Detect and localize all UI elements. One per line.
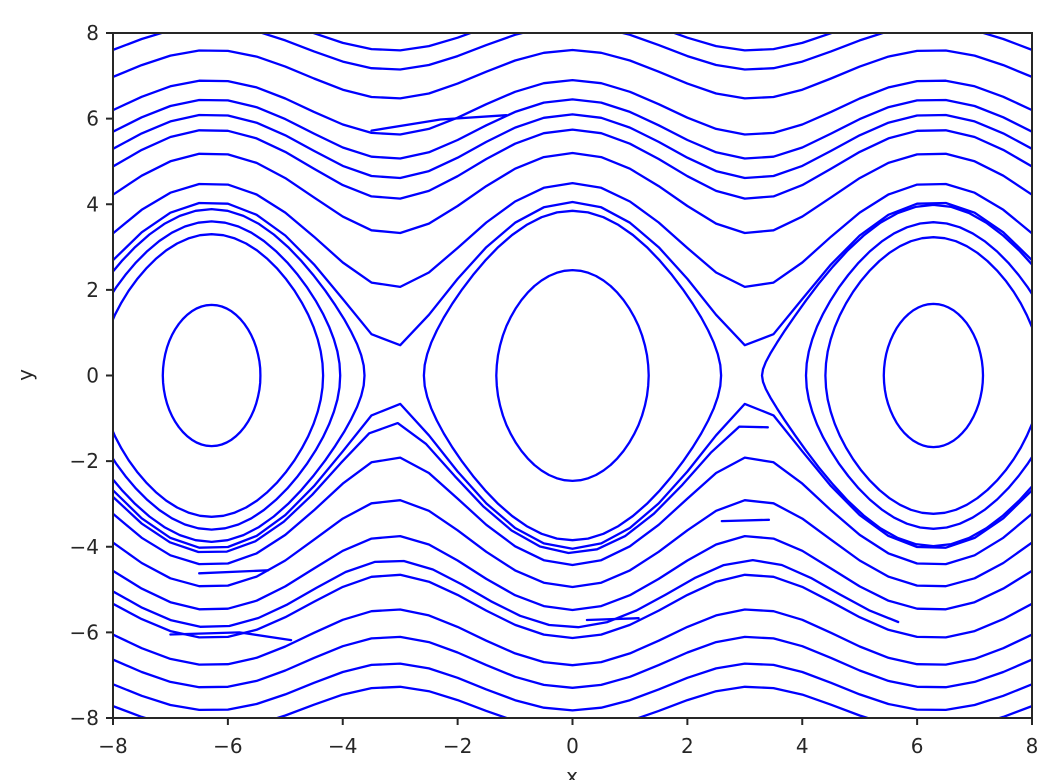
- contour-line: [113, 151, 1032, 235]
- contour-line: [113, 207, 366, 544]
- contour-line: [161, 303, 262, 448]
- contour-line: [113, 98, 1032, 160]
- contour-line: [495, 268, 650, 483]
- contour-line: [422, 209, 723, 542]
- contour-line: [113, 662, 1032, 712]
- contour-line: [113, 48, 1032, 100]
- contour-line: [113, 128, 1032, 200]
- contour-line: [113, 534, 1032, 612]
- contour-line: [585, 617, 640, 622]
- y-tick-label: −4: [70, 535, 99, 559]
- contour-line: [720, 518, 771, 523]
- contour-line: [113, 200, 1032, 347]
- contour-line: [113, 558, 900, 629]
- y-tick-label: 6: [86, 107, 99, 131]
- contour-line: [310, 33, 835, 52]
- y-tick-label: 4: [86, 192, 99, 216]
- x-tick-label: 6: [911, 734, 924, 758]
- x-tick-label: −4: [328, 734, 357, 758]
- y-tick-label: −2: [70, 449, 99, 473]
- y-tick-label: −6: [70, 620, 99, 644]
- x-tick-label: 4: [796, 734, 809, 758]
- contour-line: [113, 233, 325, 518]
- contour-line: [113, 181, 1032, 289]
- x-tick-label: −2: [443, 734, 472, 758]
- contour-line: [113, 33, 1032, 71]
- contour-line: [882, 302, 985, 449]
- contour-line: [113, 220, 342, 531]
- contour-line: [113, 78, 1032, 136]
- x-tick-label: −6: [213, 734, 242, 758]
- x-axis-label: x: [566, 764, 578, 780]
- contour-line: [113, 402, 1032, 550]
- contour-line: [824, 236, 1032, 515]
- y-tick-label: 2: [86, 278, 99, 302]
- contour-line: [113, 608, 1032, 667]
- y-tick-label: −8: [70, 706, 99, 730]
- x-tick-label: 0: [566, 734, 579, 758]
- contour-line: [113, 421, 769, 555]
- contour-line: [370, 114, 508, 132]
- contour-line: [113, 573, 1032, 640]
- contour-line: [804, 221, 1032, 530]
- contour-line: [169, 631, 293, 642]
- x-tick-label: 8: [1026, 734, 1039, 758]
- contour-line: [113, 456, 1032, 567]
- contour-line: [113, 635, 1032, 689]
- x-tick-label: 2: [681, 734, 694, 758]
- contour-line: [113, 113, 1032, 180]
- y-tick-label: 8: [86, 21, 99, 45]
- x-tick-label: −8: [98, 734, 127, 758]
- contour-line: [198, 569, 270, 575]
- y-axis-label: y: [13, 369, 37, 381]
- y-tick-label: 0: [86, 364, 99, 388]
- contour-line: [760, 203, 1032, 548]
